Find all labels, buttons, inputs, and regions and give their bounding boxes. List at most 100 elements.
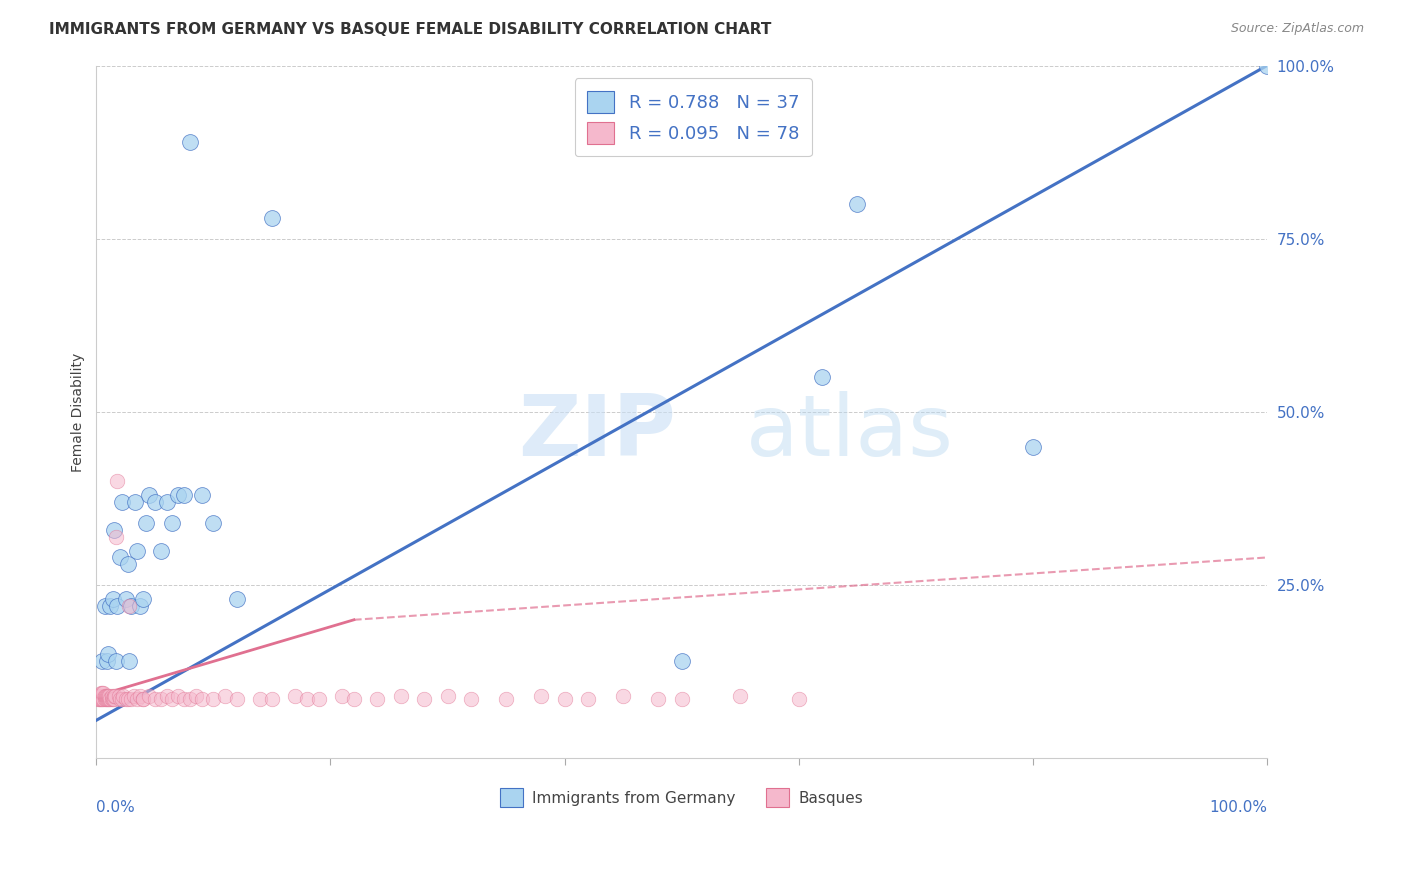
Point <box>143 692 166 706</box>
Point <box>97 648 120 662</box>
Point <box>162 692 184 706</box>
Point <box>100 692 122 706</box>
Point <box>122 689 145 703</box>
Point <box>366 692 388 706</box>
Point <box>91 692 114 706</box>
Point <box>128 599 150 613</box>
Point <box>184 689 207 703</box>
Point <box>108 550 131 565</box>
Point <box>173 488 195 502</box>
Point <box>94 689 117 703</box>
Point <box>330 689 353 703</box>
Text: atlas: atlas <box>747 392 955 475</box>
Point <box>811 370 834 384</box>
Point <box>167 488 190 502</box>
Point <box>86 692 108 706</box>
Point <box>260 692 283 706</box>
Point <box>89 692 111 706</box>
Point <box>249 692 271 706</box>
Point <box>167 689 190 703</box>
Point <box>460 692 482 706</box>
Point <box>138 689 160 703</box>
Point <box>127 543 149 558</box>
Point <box>173 692 195 706</box>
Point <box>124 495 146 509</box>
Point <box>117 558 139 572</box>
Point <box>190 692 212 706</box>
Point <box>128 689 150 703</box>
Point <box>89 689 111 703</box>
Point <box>100 692 122 706</box>
Point <box>118 654 141 668</box>
Point <box>93 689 115 703</box>
Point <box>389 689 412 703</box>
Point <box>93 692 115 706</box>
Point <box>96 692 118 706</box>
Point <box>138 488 160 502</box>
Point <box>90 692 112 706</box>
Point <box>96 689 118 703</box>
Point <box>530 689 553 703</box>
Y-axis label: Female Disability: Female Disability <box>72 352 86 472</box>
Point <box>179 135 201 149</box>
Point <box>114 592 136 607</box>
Point <box>647 692 669 706</box>
Text: IMMIGRANTS FROM GERMANY VS BASQUE FEMALE DISABILITY CORRELATION CHART: IMMIGRANTS FROM GERMANY VS BASQUE FEMALE… <box>49 22 772 37</box>
Point <box>343 692 366 706</box>
Point <box>155 689 177 703</box>
Point <box>121 599 143 613</box>
Point <box>98 689 121 703</box>
Point <box>554 692 576 706</box>
Point <box>132 692 155 706</box>
Point <box>100 599 122 613</box>
Point <box>107 689 129 703</box>
Point <box>787 692 810 706</box>
Point <box>214 689 236 703</box>
Point <box>846 197 869 211</box>
Point <box>143 495 166 509</box>
Point <box>149 543 172 558</box>
Point <box>97 692 120 706</box>
Point <box>436 689 458 703</box>
Point <box>162 516 184 530</box>
Point <box>105 654 128 668</box>
Point <box>117 692 139 706</box>
Text: Source: ZipAtlas.com: Source: ZipAtlas.com <box>1230 22 1364 36</box>
Point <box>576 692 599 706</box>
Point <box>413 692 436 706</box>
Point <box>103 692 125 706</box>
Point <box>103 523 125 537</box>
Point <box>87 689 110 703</box>
Point <box>121 692 143 706</box>
Point <box>114 692 136 706</box>
Point <box>127 692 149 706</box>
Point <box>155 495 177 509</box>
Point <box>225 692 247 706</box>
Point <box>96 654 118 668</box>
Point <box>107 475 129 489</box>
Text: 100.0%: 100.0% <box>1209 800 1267 815</box>
Point <box>260 211 283 225</box>
Point <box>101 592 124 607</box>
Point <box>295 692 318 706</box>
Point <box>101 692 124 706</box>
Point <box>149 692 172 706</box>
Point <box>118 599 141 613</box>
Point <box>1022 440 1045 454</box>
Point <box>97 689 120 703</box>
Point <box>90 685 112 699</box>
Point <box>107 599 129 613</box>
Point <box>103 689 125 703</box>
Point <box>108 692 131 706</box>
Point <box>202 516 225 530</box>
Point <box>94 692 117 706</box>
Point <box>98 692 121 706</box>
Point <box>93 692 115 706</box>
Point <box>202 692 225 706</box>
Point <box>112 689 135 703</box>
Point <box>179 692 201 706</box>
Point <box>132 692 155 706</box>
Point <box>225 592 247 607</box>
Point <box>671 692 693 706</box>
Point <box>86 689 108 703</box>
